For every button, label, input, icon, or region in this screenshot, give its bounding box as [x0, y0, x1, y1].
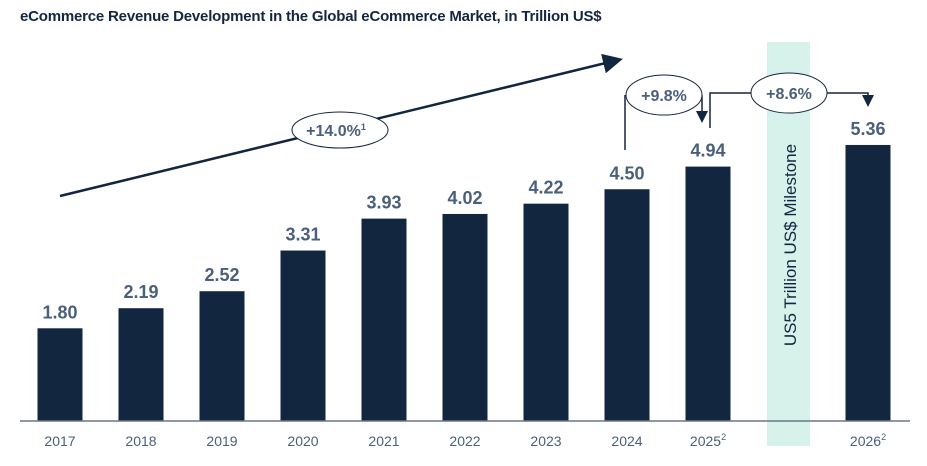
x-tick-2020: 2020: [287, 433, 318, 449]
growth-2026-ellipse: [750, 72, 828, 114]
bar-2017: [37, 328, 83, 421]
value-label-2020: 3.31: [285, 225, 320, 245]
bar-2026: [845, 144, 891, 421]
x-tick-2019: 2019: [206, 433, 237, 449]
value-label-2022: 4.02: [447, 188, 482, 208]
x-tick-2024: 2024: [611, 433, 642, 449]
bar-2021: [361, 218, 407, 421]
growth-2025-label: +9.8%: [641, 88, 687, 105]
growth-2026-label: +8.6%: [766, 86, 812, 103]
chart-title: eCommerce Revenue Development in the Glo…: [20, 8, 602, 25]
growth-2025-connector: [624, 95, 702, 150]
value-label-2026: 5.36: [850, 119, 885, 139]
value-label-2021: 3.93: [366, 193, 401, 213]
x-tick-2021: 2021: [368, 433, 399, 449]
x-tick-2017: 2017: [44, 433, 75, 449]
cagr-ellipse: [291, 111, 389, 149]
cagr-label: +14.0%1: [306, 122, 366, 140]
bar-2018: [118, 308, 164, 421]
bar-2025: [685, 166, 731, 421]
bar-2020: [280, 250, 326, 421]
bar-2022: [442, 213, 488, 421]
x-tick-2026: 20262: [850, 432, 886, 449]
x-tick-2022: 2022: [449, 433, 480, 449]
growth-2025-ellipse: [625, 74, 703, 116]
value-label-2023: 4.22: [528, 178, 563, 198]
bar-2024: [604, 189, 650, 421]
x-tick-2025: 20252: [690, 432, 726, 449]
bar-2023: [523, 203, 569, 421]
value-label-2017: 1.80: [42, 302, 77, 322]
value-label-2018: 2.19: [123, 282, 158, 302]
x-tick-2023: 2023: [530, 433, 561, 449]
milestone-label: US5 Trillion US$ Milestone: [781, 144, 800, 346]
growth-2026-connector-left: [709, 92, 751, 128]
value-label-2025: 4.94: [690, 141, 725, 161]
value-label-2024: 4.50: [609, 163, 644, 183]
growth-2026-connector-right: [827, 92, 874, 107]
x-tick-2018: 2018: [125, 433, 156, 449]
value-label-2019: 2.52: [204, 265, 239, 285]
bar-2019: [199, 291, 245, 421]
